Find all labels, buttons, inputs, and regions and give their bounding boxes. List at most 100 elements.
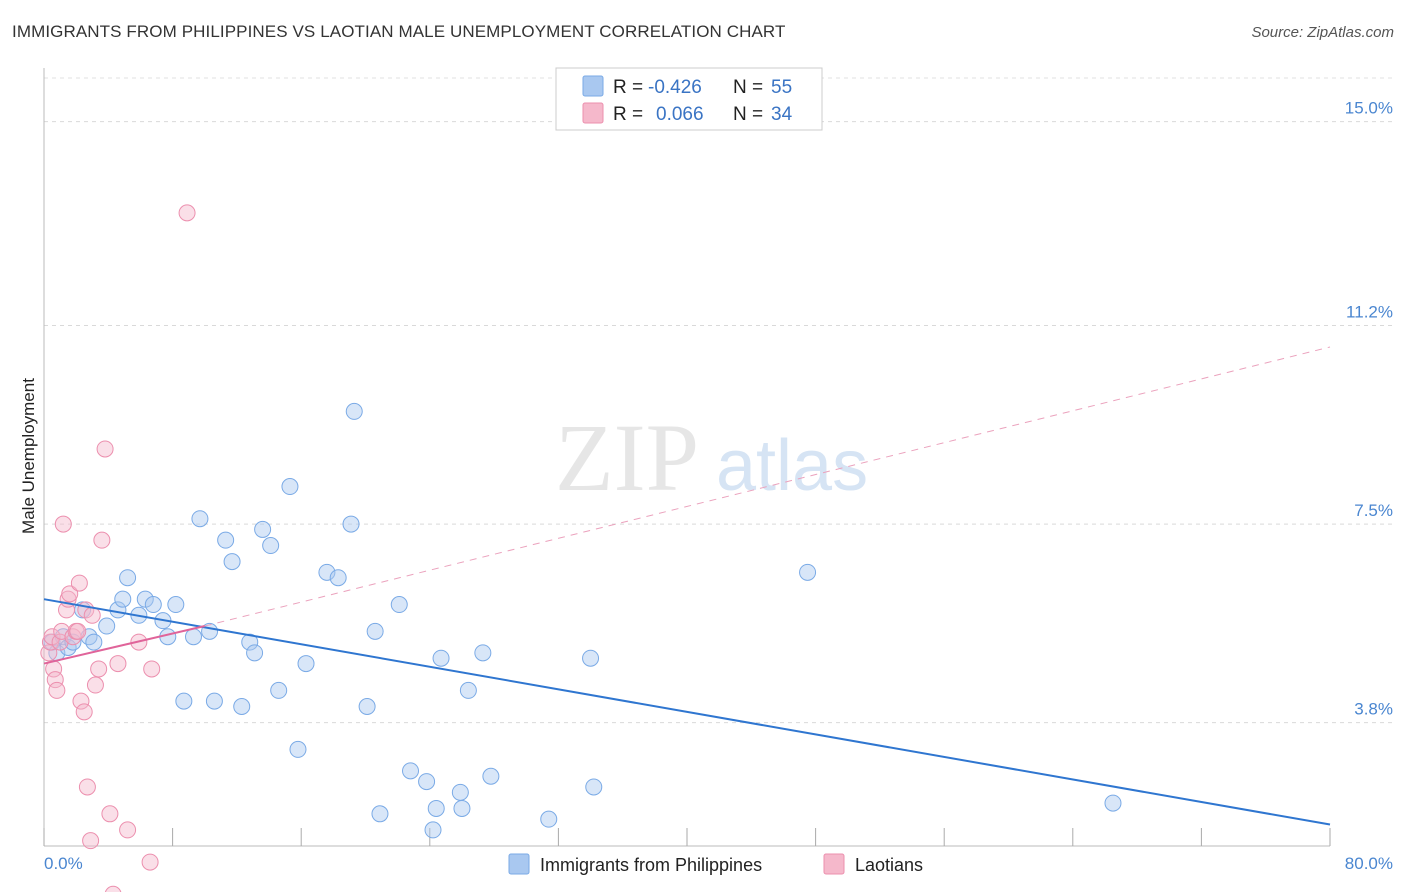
- point-laotians-20: [83, 606, 101, 624]
- point-philippines-31: [281, 478, 299, 496]
- point-laotians-4: [46, 671, 64, 689]
- point-philippines-7: [85, 633, 103, 651]
- point-philippines-17: [167, 596, 185, 614]
- watermark-zip: ZIP: [555, 404, 699, 511]
- series-laotians: [40, 204, 196, 892]
- gridlines: [44, 77, 1393, 724]
- bottom-legend-label-laotians: Laotians: [855, 855, 923, 875]
- bottom-legend-swatch-laotians: [823, 853, 845, 875]
- point-laotians-25: [101, 805, 119, 823]
- point-laotians-23: [93, 531, 111, 549]
- point-laotians-16: [75, 703, 93, 721]
- bottom-legend-swatch-philippines: [508, 853, 530, 875]
- point-philippines-30: [270, 681, 288, 699]
- legend-swatch-laotians: [582, 102, 604, 124]
- point-philippines-55: [799, 563, 817, 581]
- point-philippines-52: [540, 810, 558, 828]
- point-philippines-22: [205, 692, 223, 710]
- point-philippines-29: [262, 537, 280, 555]
- point-philippines-8: [98, 617, 116, 635]
- point-philippines-48: [453, 799, 471, 817]
- point-philippines-53: [582, 649, 600, 667]
- point-philippines-41: [390, 596, 408, 614]
- legend-swatch-philippines: [582, 75, 604, 97]
- point-laotians-31: [141, 853, 159, 871]
- legend-r-value-laotians: 0.066: [656, 104, 704, 125]
- trend-lines: [43, 346, 1331, 826]
- point-laotians-5: [48, 681, 66, 699]
- point-philippines-54: [585, 778, 603, 796]
- point-philippines-11: [119, 569, 137, 587]
- point-laotians-18: [78, 778, 96, 796]
- y-tick-label-0: 15.0%: [1345, 99, 1393, 118]
- y-tick-label-3: 3.8%: [1354, 700, 1393, 719]
- point-laotians-12: [64, 628, 82, 646]
- point-philippines-32: [289, 740, 307, 758]
- y-axis-title: Male Unemployment: [19, 378, 38, 534]
- point-laotians-26: [104, 885, 122, 892]
- point-philippines-47: [451, 783, 469, 801]
- point-laotians-30: [143, 660, 161, 678]
- point-philippines-36: [342, 515, 360, 533]
- point-laotians-21: [86, 676, 104, 694]
- source-label: Source: ZipAtlas.com: [1251, 24, 1394, 41]
- chart-title: IMMIGRANTS FROM PHILIPPINES VS LAOTIAN M…: [12, 22, 786, 41]
- point-laotians-0: [40, 644, 58, 662]
- point-philippines-42: [402, 762, 420, 780]
- point-philippines-50: [474, 644, 492, 662]
- point-philippines-39: [366, 622, 384, 640]
- point-laotians-6: [51, 633, 69, 651]
- x-ticks: [43, 828, 1331, 846]
- point-philippines-37: [345, 402, 363, 420]
- point-laotians-19: [82, 832, 100, 850]
- point-philippines-27: [246, 644, 264, 662]
- trend-laotians-dashed: [204, 346, 1331, 627]
- point-philippines-40: [371, 805, 389, 823]
- y-tick-label-1: 11.2%: [1346, 303, 1393, 322]
- point-philippines-38: [358, 697, 376, 715]
- bottom-legend-label-philippines: Immigrants from Philippines: [540, 855, 762, 875]
- point-philippines-19: [184, 628, 202, 646]
- point-philippines-45: [427, 799, 445, 817]
- point-philippines-24: [223, 553, 241, 571]
- legend-r-value-philippines: -0.426: [648, 77, 702, 98]
- point-philippines-28: [254, 520, 272, 538]
- point-philippines-26: [241, 633, 259, 651]
- trend-laotians-solid: [43, 625, 205, 665]
- point-laotians-28: [119, 821, 137, 839]
- point-philippines-25: [233, 697, 251, 715]
- x-tick-label-min: 0.0%: [44, 854, 83, 873]
- point-philippines-43: [418, 773, 436, 791]
- point-laotians-27: [109, 655, 127, 673]
- point-laotians-8: [54, 515, 72, 533]
- x-tick-label-max: 80.0%: [1345, 854, 1393, 873]
- point-laotians-33: [69, 622, 87, 640]
- point-philippines-18: [175, 692, 193, 710]
- trend-philippines: [43, 598, 1331, 826]
- legend-r-label-laotians: R =: [613, 104, 643, 125]
- legend-box: R = -0.426 N = 55 R = 0.066 N = 34: [555, 67, 823, 131]
- legend-n-label-philippines: N =: [733, 77, 763, 98]
- point-laotians-9: [58, 601, 76, 619]
- point-philippines-51: [482, 767, 500, 785]
- legend-r-label-philippines: R =: [613, 77, 643, 98]
- legend-n-value-philippines: 55: [771, 77, 792, 98]
- point-laotians-11: [61, 585, 79, 603]
- point-philippines-14: [144, 596, 162, 614]
- point-philippines-35: [329, 569, 347, 587]
- bottom-legend: Immigrants from Philippines Laotians: [508, 853, 923, 875]
- point-philippines-33: [297, 655, 315, 673]
- y-tick-labels: 15.0% 11.2% 7.5% 3.8%: [1345, 99, 1393, 719]
- point-philippines-34: [318, 563, 336, 581]
- legend-n-label-laotians: N =: [733, 104, 763, 125]
- point-philippines-4: [64, 633, 82, 651]
- point-philippines-46: [432, 649, 450, 667]
- point-philippines-10: [114, 590, 132, 608]
- point-philippines-56: [1104, 794, 1122, 812]
- point-philippines-20: [191, 510, 209, 528]
- point-laotians-22: [90, 660, 108, 678]
- y-tick-label-2: 7.5%: [1354, 501, 1393, 520]
- point-philippines-23: [217, 531, 235, 549]
- point-laotians-24: [96, 440, 114, 458]
